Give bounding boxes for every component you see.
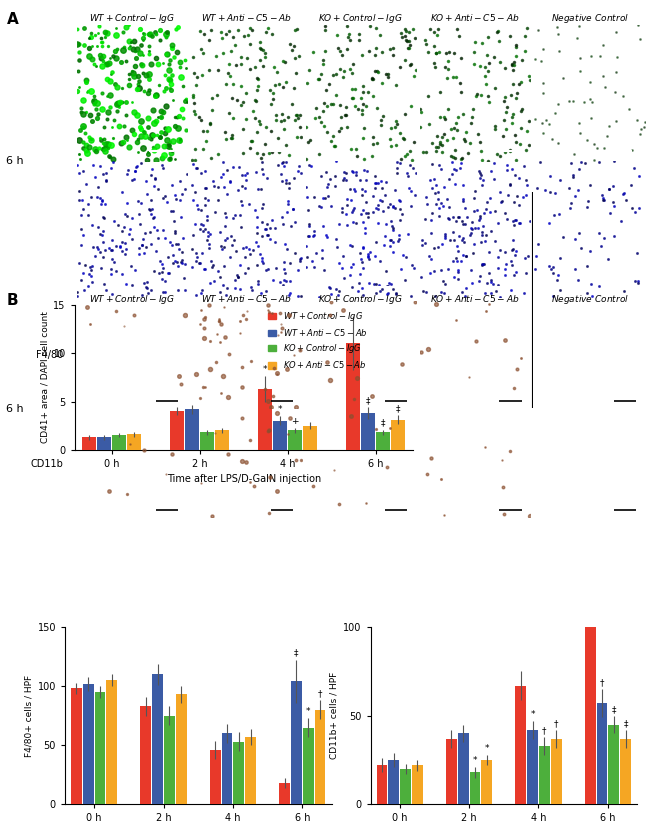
Text: ‡: ‡ [396, 404, 400, 413]
Text: $\it{KO+Control-IgG}$: $\it{KO+Control-IgG}$ [318, 293, 403, 306]
Text: F4/80: F4/80 [36, 350, 64, 360]
Text: 6 h: 6 h [6, 156, 24, 166]
Bar [215, 431, 229, 450]
Bar [376, 766, 387, 804]
Text: 6 h: 6 h [6, 404, 24, 414]
Text: ‡: ‡ [612, 705, 616, 714]
Bar [446, 738, 457, 804]
Text: *: * [530, 710, 535, 719]
Bar [551, 738, 562, 804]
Text: *: * [473, 757, 477, 766]
Text: $\it{WT+Anti-C5-Ab}$: $\it{WT+Anti-C5-Ab}$ [201, 293, 292, 304]
Bar [303, 728, 314, 804]
Bar [245, 737, 256, 804]
Bar [259, 389, 272, 450]
Text: *: * [263, 365, 268, 374]
Text: ‡: ‡ [294, 648, 299, 658]
Bar [83, 437, 96, 450]
Y-axis label: CD11b+ cells / HPF: CD11b+ cells / HPF [330, 672, 339, 759]
Text: †: † [554, 719, 558, 728]
Text: ‡: ‡ [381, 418, 385, 427]
Text: $\it{KO+Anti-C5-Ab}$: $\it{KO+Anti-C5-Ab}$ [430, 293, 520, 304]
Text: B: B [6, 293, 18, 308]
Bar [515, 686, 526, 804]
Text: *: * [278, 405, 283, 414]
Bar [391, 420, 405, 450]
Bar [585, 582, 595, 804]
Bar [280, 783, 290, 804]
Legend: $\it{WT+Control-IgG}$, $\it{WT+Anti-C5-Ab}$, $\it{KO+Control-IgG}$, $\it{KO+Anti: $\it{WT+Control-IgG}$, $\it{WT+Anti-C5-A… [265, 307, 371, 374]
Bar [608, 724, 619, 804]
Text: *: * [306, 707, 311, 715]
Bar [361, 413, 375, 450]
Text: $\it{Negative\ Control}$: $\it{Negative\ Control}$ [551, 293, 629, 306]
Bar [127, 434, 141, 450]
Bar [376, 432, 390, 450]
Bar [170, 411, 184, 450]
Bar [210, 750, 221, 804]
Text: $\it{WT+Anti-C5-Ab}$: $\it{WT+Anti-C5-Ab}$ [201, 12, 292, 23]
Text: ‡: ‡ [366, 396, 370, 405]
Text: A: A [6, 12, 18, 27]
Y-axis label: F4/80+ cells / HPF: F4/80+ cells / HPF [24, 675, 33, 757]
Bar [620, 738, 631, 804]
Text: $\it{Negative\ Control}$: $\it{Negative\ Control}$ [551, 12, 629, 26]
Bar [315, 710, 326, 804]
X-axis label: Time after LPS/D-GalN injection: Time after LPS/D-GalN injection [166, 474, 321, 484]
Bar [274, 421, 287, 450]
Bar [222, 733, 233, 804]
Bar [346, 343, 360, 450]
Text: †: † [318, 689, 322, 698]
Bar [107, 680, 117, 804]
Bar [71, 689, 82, 804]
Bar [458, 733, 469, 804]
Bar [291, 681, 302, 804]
Bar [176, 695, 187, 804]
Bar [304, 426, 317, 450]
Bar [289, 431, 302, 450]
Bar [112, 436, 126, 450]
Bar [597, 703, 607, 804]
Text: CD11b: CD11b [31, 459, 64, 469]
Bar [400, 769, 411, 804]
Bar [388, 760, 399, 804]
Text: †: † [542, 726, 547, 735]
Bar [164, 715, 175, 804]
Bar [152, 674, 163, 804]
Text: ‡: ‡ [623, 719, 628, 728]
Bar [527, 730, 538, 804]
Text: †: † [600, 678, 604, 687]
Bar [95, 692, 105, 804]
Text: +: + [291, 417, 299, 426]
Bar [83, 684, 94, 804]
Text: $\it{KO+Control-IgG}$: $\it{KO+Control-IgG}$ [318, 12, 403, 26]
Bar [481, 760, 492, 804]
Bar [233, 742, 244, 804]
Bar [185, 409, 199, 450]
Text: $\it{WT+Control-IgG}$: $\it{WT+Control-IgG}$ [89, 12, 175, 26]
Text: *: * [484, 744, 489, 753]
Text: $\it{WT+Control-IgG}$: $\it{WT+Control-IgG}$ [89, 293, 175, 306]
Y-axis label: CD41+ area / DAPI cell count: CD41+ area / DAPI cell count [40, 312, 49, 443]
Bar [412, 766, 423, 804]
Bar [140, 706, 151, 804]
Bar [469, 772, 480, 804]
Bar [200, 432, 214, 450]
Bar [539, 746, 550, 804]
Bar [98, 437, 111, 450]
Text: $\it{KO+Anti-C5-Ab}$: $\it{KO+Anti-C5-Ab}$ [430, 12, 520, 23]
